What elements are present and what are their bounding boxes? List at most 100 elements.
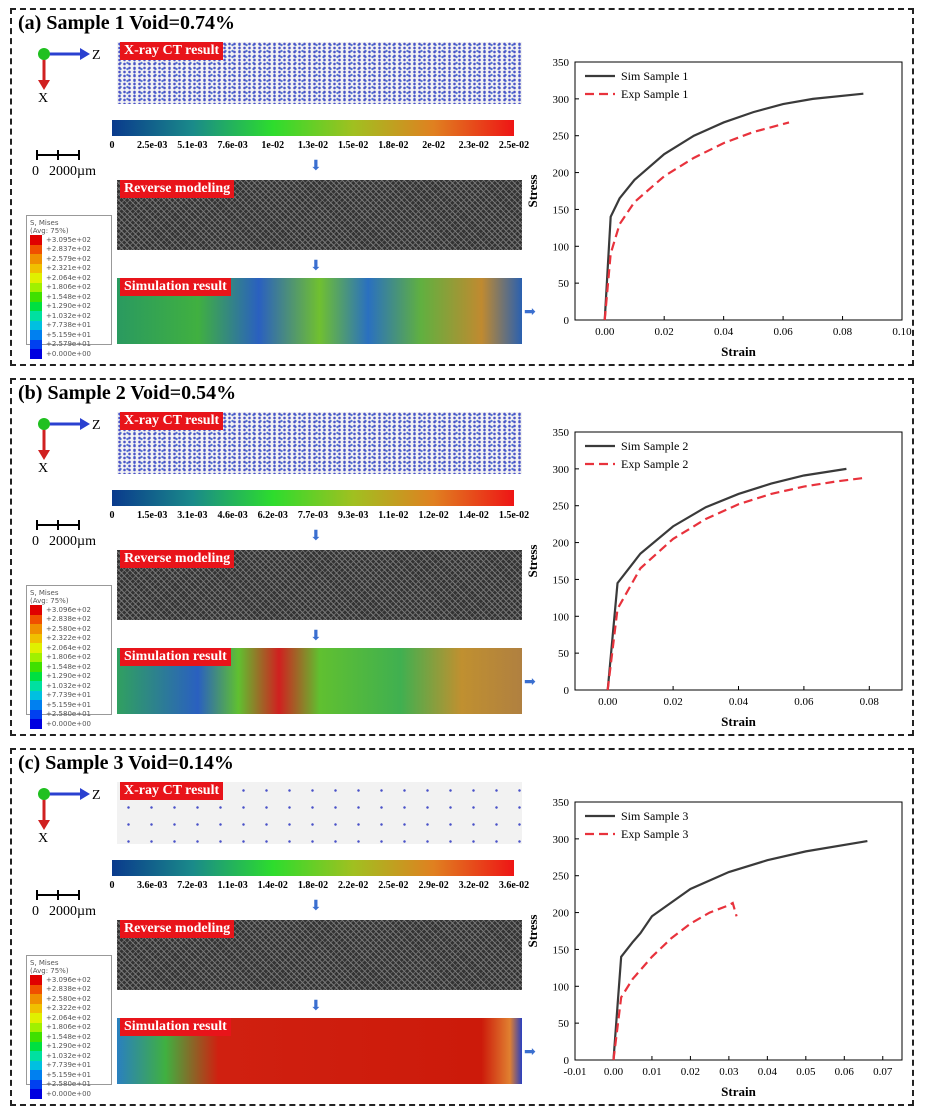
colorbar-tick: 6.2e-03 [257,510,288,521]
simulation-label: Simulation result [120,1018,231,1036]
legend-row: +7.738e+01 [30,320,108,330]
axis-z-label: Z [92,48,100,63]
colorbar-tick: 0 [109,880,115,891]
legend-row: +1.290e+02 [30,301,108,311]
right-arrow-icon: ➡ [524,305,536,320]
colorbar-tick: 2.9e-02 [418,880,449,891]
x-axis-label: Strain [721,344,756,359]
colorbar-tick: 1.8e-02 [378,140,409,151]
scale-zero: 0 [32,534,39,549]
legend-subtitle: (Avg: 75%) [30,227,69,235]
axis-x-label: X [38,91,48,102]
legend-swatch [30,1032,42,1042]
figure-panel: (c) Sample 3 Void=0.14% Z X 0 2000µm S, Mises… [10,748,914,1106]
legend-row: +0.000e+00 [30,1089,108,1099]
plot-frame [574,801,903,1061]
stress-strain-chart: 0 50 100 150 200 250 300 350 0.00 0.02 0.04 0.06 0.0… [525,427,903,729]
panel-title: (b) Sample 2 Void=0.54% [18,382,237,404]
colorbar-tick: 1.5e-02 [338,140,369,151]
reverse-model-label: Reverse modeling [120,920,235,938]
legend-row: +2.580e+02 [30,994,108,1004]
legend-value: +1.032e+02 [46,681,91,690]
colorbar-tick: 7.7e-03 [297,510,329,521]
legend-row: +2.321e+02 [30,263,108,273]
y-axis-label: Stress [525,175,540,208]
legend-swatch [30,633,42,643]
legend-swatch [30,1079,42,1089]
legend-value: +1.548e+02 [46,292,91,301]
y-tick-label: 350 [553,57,570,69]
legend-value: +1.032e+02 [46,1051,91,1060]
panel-title: (a) Sample 1 Void=0.74% [18,12,235,34]
legend-row: +2.579e+02 [30,254,108,264]
legend-value: +2.837e+02 [46,245,91,254]
legend-swatch [30,1060,42,1070]
x-tick-label: 0.04 [729,696,749,708]
scale-length: 2000µm [49,534,96,549]
legend-row: +2.837e+02 [30,244,108,254]
x-tick-label: 0.04 [758,1066,778,1078]
legend-value: +7.739e+01 [46,1061,91,1070]
down-arrow-icon: ⬇ [310,899,322,914]
legend-value: +1.806e+02 [46,1023,91,1032]
xray-ct-image [117,412,522,474]
legend-row: +1.806e+02 [30,282,108,292]
legend-swatch [30,235,42,245]
colorbar-tick: 1.1e-02 [378,510,409,521]
legend-row: +1.806e+02 [30,1022,108,1032]
y-tick-label: 250 [553,131,570,143]
legend-swatch [30,273,42,283]
series-line-exp [603,121,790,321]
colorbar-tick: 1.5e-03 [137,510,168,521]
void-colorbar [112,120,514,136]
y-tick-label: 300 [553,464,570,476]
legend-value: +3.096e+02 [46,605,91,614]
legend-swatch [30,671,42,681]
legend-row: +2.580e+02 [30,624,108,634]
right-arrow-icon: ➡ [524,1045,536,1060]
legend-swatch [30,719,42,729]
legend-swatch [30,643,42,653]
colorbar-tick: 1.3e-02 [297,140,329,151]
legend-entry: Sim Sample 3 [621,809,688,823]
legend-swatch [30,605,42,615]
colorbar-tick: 3.6e-03 [137,880,168,891]
right-arrow-icon: ➡ [524,675,536,690]
legend-swatch [30,1013,42,1023]
x-axis-label: Strain [721,714,756,729]
colorbar-tick: 2.3e-02 [458,140,489,151]
scale-bar: 0 2000µm [32,890,96,920]
legend-value: +0.000e+00 [46,1089,91,1098]
legend-row: +5.159e+01 [30,330,108,340]
x-tick-label: 0.07 [873,1066,893,1078]
simulation-label: Simulation result [120,278,231,296]
axis-z-label: Z [92,788,100,803]
colorbar-tick: 1.2e-02 [418,510,449,521]
y-tick-label: 200 [553,538,570,550]
y-tick-label: 50 [558,648,570,660]
plot-frame [574,61,903,321]
legend-row: +5.159e+01 [30,700,108,710]
legend-entry: Sim Sample 2 [621,439,688,453]
colorbar-tick: 9.3e-03 [338,510,369,521]
x-tick-label: 0.02 [663,696,682,708]
colorbar-tick: 2.5e-03 [137,140,168,151]
series-line-sim [603,92,864,321]
legend-row: +2.838e+02 [30,984,108,994]
y-tick-label: 350 [553,427,570,439]
x-tick-label: 0.00 [598,696,618,708]
legend-value: +1.290e+02 [46,302,91,311]
legend-title: S, Mises [30,959,59,967]
scale-length: 2000µm [49,904,96,919]
x-tick-label: 0.00 [595,326,615,338]
legend-subtitle: (Avg: 75%) [30,967,69,975]
legend-swatch [30,1041,42,1051]
x-tick-label: 0.04 [714,326,734,338]
reverse-model-image [117,550,522,620]
legend-value: +1.548e+02 [46,662,91,671]
colorbar-tick: 3.1e-03 [177,510,208,521]
legend-value: +1.290e+02 [46,672,91,681]
figure-panel: (b) Sample 2 Void=0.54% Z X 0 2000µm S, Mises… [10,378,914,736]
legend-row: +1.290e+02 [30,1041,108,1051]
ct-label: X-ray CT result [120,782,224,800]
